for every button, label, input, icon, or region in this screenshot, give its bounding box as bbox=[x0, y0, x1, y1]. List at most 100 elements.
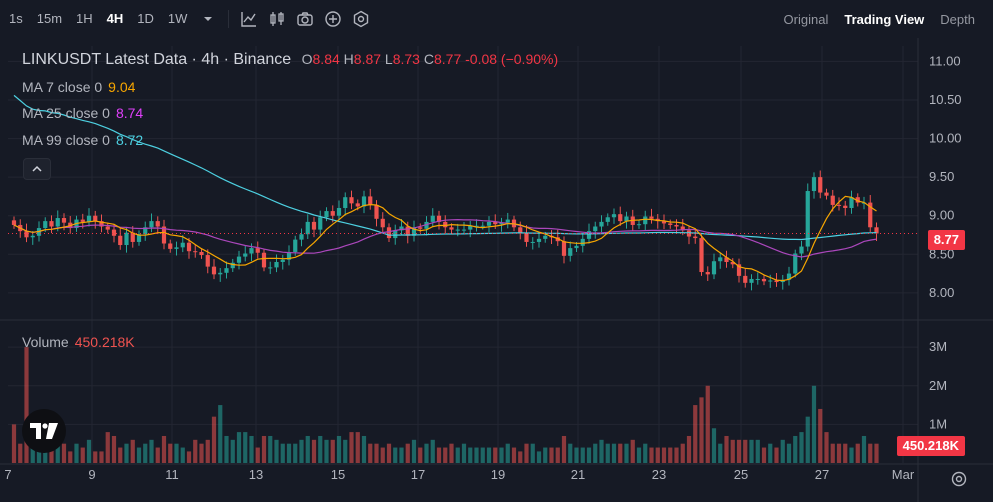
volume-bar bbox=[586, 447, 592, 463]
candle-body bbox=[486, 221, 492, 226]
legend-ma7[interactable]: MA 7 close 0 9.04 bbox=[22, 79, 135, 95]
candle-body bbox=[324, 211, 329, 218]
volume-bar bbox=[180, 447, 185, 463]
candle-body bbox=[168, 243, 173, 249]
volume-bar bbox=[405, 443, 410, 463]
volume-bar bbox=[186, 451, 192, 463]
collapse-legend-button[interactable] bbox=[23, 158, 51, 180]
candle-body bbox=[643, 216, 648, 225]
price-tick-label: 9.00 bbox=[929, 208, 954, 223]
volume-bar bbox=[805, 416, 810, 463]
time-tick-label: 17 bbox=[411, 467, 425, 482]
volume-bar bbox=[111, 435, 117, 463]
volume-bar bbox=[518, 451, 523, 463]
add-icon[interactable] bbox=[319, 10, 347, 28]
candle-body bbox=[186, 242, 192, 252]
last-price-badge: 8.77 bbox=[927, 230, 965, 250]
volume-bar bbox=[374, 443, 379, 463]
candle-body bbox=[93, 215, 98, 222]
candle-body bbox=[449, 227, 454, 230]
volume-bar bbox=[499, 447, 504, 463]
volume-bar bbox=[61, 443, 67, 463]
tradingview-logo[interactable] bbox=[22, 409, 66, 453]
candles-icon[interactable] bbox=[263, 10, 291, 28]
ma7-value: 9.04 bbox=[108, 79, 136, 95]
candle-body bbox=[361, 196, 367, 207]
candle-body bbox=[155, 221, 160, 227]
timeframe-4h[interactable]: 4H bbox=[106, 11, 124, 26]
candle-body bbox=[218, 272, 223, 275]
chart-canvas[interactable]: 11.00 10.50 10.00 9.50 9.00 8.50 8.00 3M 2M 1M 7 9 1… bbox=[0, 38, 993, 502]
volume-bar bbox=[74, 443, 79, 463]
candle-body bbox=[286, 251, 292, 260]
view-tabs: Original Trading View Depth bbox=[776, 0, 983, 38]
timeframe-1s[interactable]: 1s bbox=[9, 11, 23, 26]
volume-bar bbox=[386, 443, 392, 463]
volume-bar bbox=[524, 443, 529, 463]
tab-trading-view[interactable]: Trading View bbox=[844, 11, 925, 27]
candle-body bbox=[843, 205, 848, 208]
tradingview-logo-icon bbox=[30, 423, 58, 439]
volume-bar bbox=[86, 439, 92, 463]
volume-bar bbox=[486, 447, 492, 463]
candle-body bbox=[136, 234, 142, 242]
settings-icon[interactable] bbox=[347, 10, 375, 28]
timeframe-1h[interactable]: 1H bbox=[76, 11, 93, 26]
volume-bar bbox=[599, 439, 604, 463]
toolbar-divider bbox=[228, 10, 230, 28]
candle-body bbox=[824, 192, 829, 196]
candle-body bbox=[793, 253, 798, 274]
volume-bar bbox=[536, 451, 542, 463]
volume-bar bbox=[611, 443, 617, 463]
axis-settings-icon[interactable] bbox=[950, 470, 968, 488]
volume-bar bbox=[855, 443, 860, 463]
volume-bar bbox=[493, 447, 498, 463]
volume-bar bbox=[224, 435, 229, 463]
volume-bar bbox=[836, 443, 842, 463]
volume-bar bbox=[618, 443, 623, 463]
volume-bar bbox=[249, 435, 254, 463]
candle-body bbox=[399, 226, 404, 231]
timeframe-1w[interactable]: 1W bbox=[167, 11, 188, 26]
chevron-down-icon[interactable] bbox=[194, 15, 222, 23]
candle-body bbox=[318, 217, 323, 230]
candle-body bbox=[343, 197, 348, 208]
candle-body bbox=[555, 237, 560, 242]
candle-body bbox=[611, 214, 617, 218]
volume-bar bbox=[49, 447, 54, 463]
candle-body bbox=[530, 241, 535, 243]
volume-bar bbox=[693, 405, 698, 463]
timeframe-15m[interactable]: 15m bbox=[36, 11, 63, 26]
candle-body bbox=[236, 256, 242, 263]
tab-original[interactable]: Original bbox=[783, 11, 829, 27]
volume-bar bbox=[218, 405, 223, 463]
candle-body bbox=[736, 264, 742, 276]
candle-body bbox=[386, 227, 392, 239]
candle-body bbox=[436, 215, 442, 222]
tab-depth[interactable]: Depth bbox=[940, 11, 975, 27]
volume-bar bbox=[736, 439, 742, 463]
candle-body bbox=[718, 257, 723, 262]
camera-icon[interactable] bbox=[291, 10, 319, 28]
low-label: L bbox=[384, 51, 393, 67]
candle-body bbox=[174, 247, 179, 249]
candle-body bbox=[836, 204, 842, 206]
legend-ma25[interactable]: MA 25 close 0 8.74 bbox=[22, 105, 143, 121]
legend-ma99[interactable]: MA 99 close 0 8.72 bbox=[22, 132, 143, 148]
volume-bar bbox=[674, 447, 679, 463]
candle-body bbox=[61, 218, 67, 223]
legend-volume[interactable]: Volume 450.218K bbox=[22, 334, 135, 350]
volume-bar bbox=[230, 439, 235, 463]
volume-bar bbox=[30, 439, 35, 463]
indicator-icon[interactable] bbox=[235, 10, 263, 28]
volume-bar bbox=[80, 447, 85, 463]
candle-body bbox=[280, 259, 285, 262]
volume-bar bbox=[143, 443, 148, 463]
timeframe-1d[interactable]: 1D bbox=[137, 11, 154, 26]
candle-body bbox=[693, 236, 698, 239]
volume-bar bbox=[636, 447, 642, 463]
candle-body bbox=[105, 226, 110, 230]
time-tick-label: 15 bbox=[331, 467, 345, 482]
volume-bar bbox=[161, 435, 167, 463]
volume-bar bbox=[461, 443, 467, 463]
